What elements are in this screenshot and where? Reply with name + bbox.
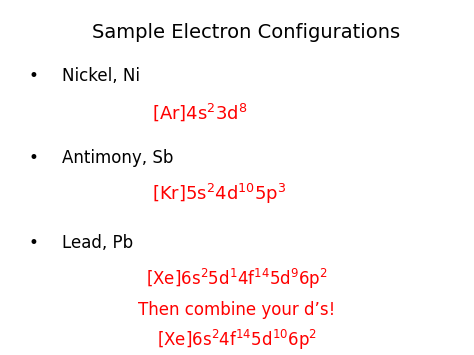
Text: Lead, Pb: Lead, Pb xyxy=(62,234,133,252)
Text: [Ar]4s$^{2}$3d$^{8}$: [Ar]4s$^{2}$3d$^{8}$ xyxy=(152,101,247,122)
Text: [Xe]6s$^{2}$5d$^{1}$4f$^{14}$5d$^{9}$6p$^{2}$: [Xe]6s$^{2}$5d$^{1}$4f$^{14}$5d$^{9}$6p$… xyxy=(146,267,328,291)
Text: •: • xyxy=(28,67,38,85)
Text: Antimony, Sb: Antimony, Sb xyxy=(62,149,173,167)
Text: Sample Electron Configurations: Sample Electron Configurations xyxy=(92,23,401,42)
Text: Nickel, Ni: Nickel, Ni xyxy=(62,67,140,85)
Text: [Kr]5s$^{2}$4d$^{10}$5p$^{3}$: [Kr]5s$^{2}$4d$^{10}$5p$^{3}$ xyxy=(152,181,286,206)
Text: Then combine your d’s!: Then combine your d’s! xyxy=(138,301,336,318)
Text: [Xe]6s$^{2}$4f$^{14}$5d$^{10}$6p$^{2}$: [Xe]6s$^{2}$4f$^{14}$5d$^{10}$6p$^{2}$ xyxy=(157,328,317,352)
Text: •: • xyxy=(28,149,38,167)
Text: •: • xyxy=(28,234,38,252)
